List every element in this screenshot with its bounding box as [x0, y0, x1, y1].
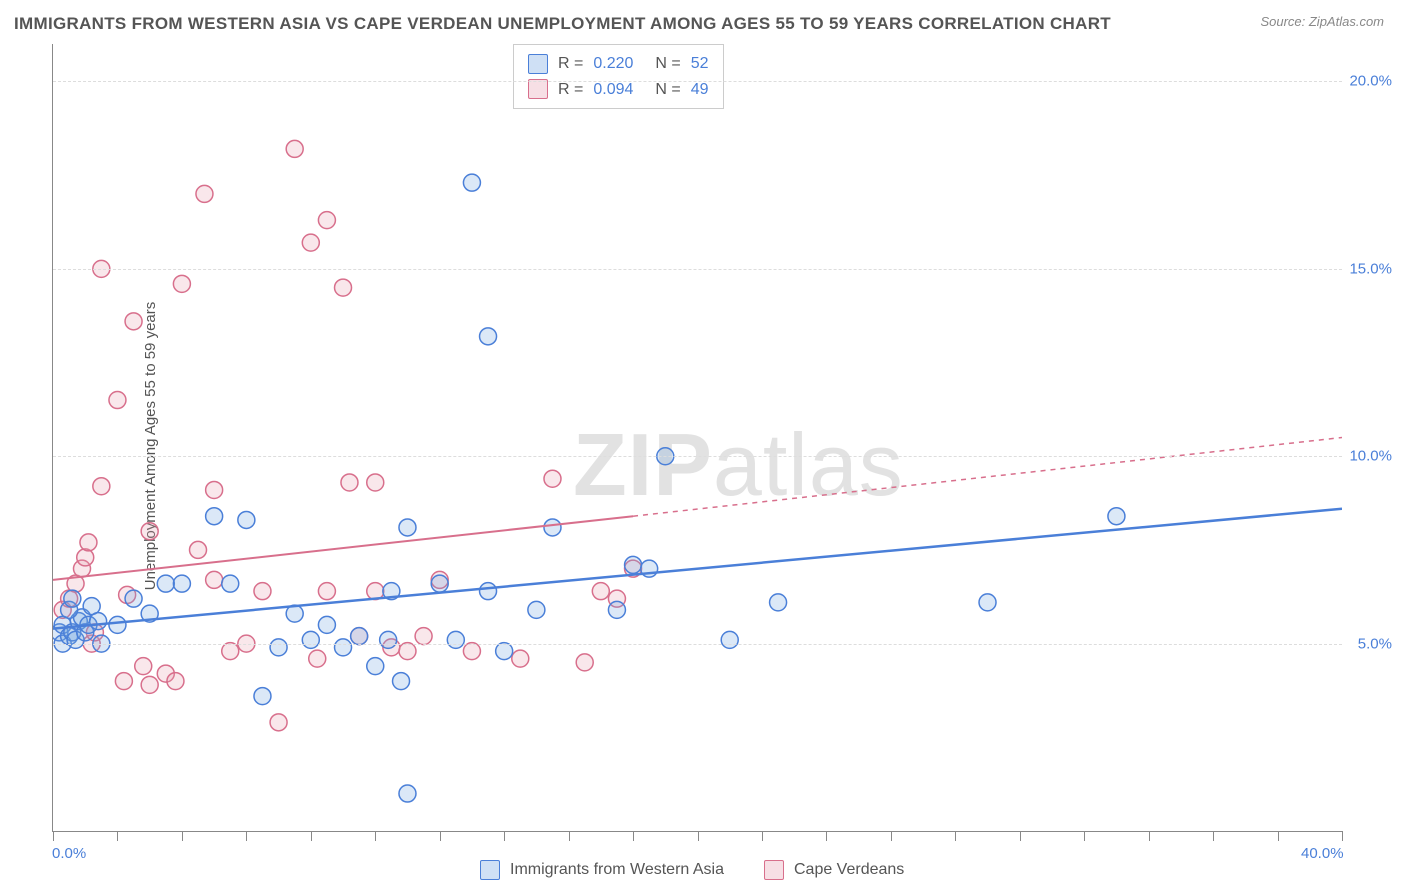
x-tick [246, 831, 247, 841]
legend-item-1: Cape Verdeans [764, 860, 904, 880]
x-tick [504, 831, 505, 841]
x-tick [311, 831, 312, 841]
chart-svg [53, 44, 1342, 831]
plot-area: ZIPatlas R = 0.220 N = 52 R = 0.094 N = … [52, 44, 1342, 832]
x-tick [182, 831, 183, 841]
legend-item-0: Immigrants from Western Asia [480, 860, 724, 880]
y-tick-label: 10.0% [1349, 448, 1392, 465]
x-tick [117, 831, 118, 841]
gridline [53, 269, 1342, 270]
y-tick-label: 5.0% [1358, 635, 1392, 652]
x-tick [53, 831, 54, 841]
gridline [53, 456, 1342, 457]
x-tick [891, 831, 892, 841]
series-legend: Immigrants from Western Asia Cape Verdea… [480, 860, 904, 880]
legend-row-series-1: R = 0.094 N = 49 [528, 77, 709, 103]
x-tick [1149, 831, 1150, 841]
n-value-1: 49 [691, 77, 709, 103]
swatch-icon [528, 54, 548, 74]
gridline [53, 644, 1342, 645]
n-value-0: 52 [691, 51, 709, 77]
x-tick [1084, 831, 1085, 841]
legend-label-1: Cape Verdeans [794, 861, 904, 879]
x-tick-label: 0.0% [52, 845, 86, 862]
x-tick [762, 831, 763, 841]
x-tick [375, 831, 376, 841]
y-tick-label: 15.0% [1349, 260, 1392, 277]
legend-label-0: Immigrants from Western Asia [510, 861, 724, 879]
correlation-legend: R = 0.220 N = 52 R = 0.094 N = 49 [513, 44, 724, 109]
swatch-icon [480, 860, 500, 880]
x-tick [1278, 831, 1279, 841]
r-value-1: 0.094 [593, 77, 633, 103]
x-tick [1213, 831, 1214, 841]
gridline [53, 81, 1342, 82]
x-tick [826, 831, 827, 841]
legend-row-series-0: R = 0.220 N = 52 [528, 51, 709, 77]
swatch-icon [764, 860, 784, 880]
chart-title: IMMIGRANTS FROM WESTERN ASIA VS CAPE VER… [14, 14, 1111, 34]
source-label: Source: ZipAtlas.com [1260, 14, 1384, 29]
x-tick [1342, 831, 1343, 841]
x-tick [440, 831, 441, 841]
x-tick [1020, 831, 1021, 841]
x-tick-label: 40.0% [1301, 845, 1344, 862]
x-tick [569, 831, 570, 841]
x-tick [955, 831, 956, 841]
watermark: ZIPatlas [573, 414, 904, 516]
x-tick [698, 831, 699, 841]
r-value-0: 0.220 [593, 51, 633, 77]
x-tick [633, 831, 634, 841]
y-tick-label: 20.0% [1349, 73, 1392, 90]
